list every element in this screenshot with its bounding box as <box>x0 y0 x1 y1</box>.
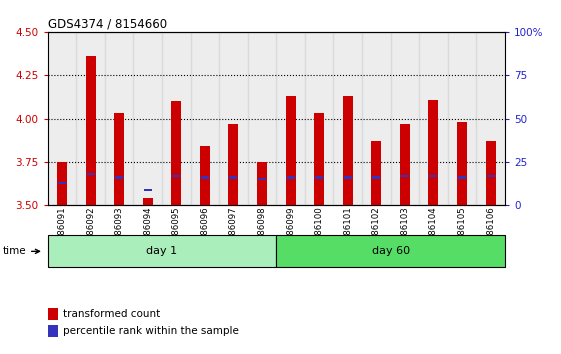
Bar <box>276 32 305 205</box>
Bar <box>142 198 153 205</box>
Bar <box>286 96 296 205</box>
Bar <box>248 32 276 205</box>
Bar <box>258 178 266 181</box>
Bar <box>115 176 123 179</box>
Bar <box>48 32 76 205</box>
Bar <box>48 325 58 337</box>
Text: day 60: day 60 <box>371 246 410 256</box>
Bar <box>476 32 505 205</box>
Bar <box>400 124 410 205</box>
Bar <box>105 32 134 205</box>
Bar <box>201 176 209 179</box>
Bar <box>419 32 448 205</box>
Bar <box>430 175 438 177</box>
Bar <box>229 176 237 179</box>
Bar <box>362 32 390 205</box>
Bar <box>458 176 466 179</box>
Bar <box>171 101 181 205</box>
Bar <box>371 141 381 205</box>
Bar <box>333 32 362 205</box>
Bar <box>228 124 238 205</box>
Bar <box>134 32 162 205</box>
Bar <box>114 113 124 205</box>
Bar <box>76 32 105 205</box>
Bar <box>200 146 210 205</box>
Bar <box>314 113 324 205</box>
Bar <box>58 182 66 184</box>
Text: day 1: day 1 <box>146 246 177 256</box>
Bar <box>373 176 380 179</box>
Bar <box>57 162 67 205</box>
Bar <box>48 235 276 267</box>
Bar <box>48 308 58 320</box>
Bar <box>390 32 419 205</box>
Bar <box>86 173 95 175</box>
Bar <box>401 175 409 177</box>
Bar <box>219 32 248 205</box>
Text: transformed count: transformed count <box>63 309 160 319</box>
Bar <box>448 32 476 205</box>
Bar <box>344 176 352 179</box>
Bar <box>287 176 295 179</box>
Bar <box>429 99 439 205</box>
Bar <box>486 175 495 177</box>
Text: GDS4374 / 8154660: GDS4374 / 8154660 <box>48 17 167 30</box>
Bar <box>343 96 353 205</box>
Bar <box>457 122 467 205</box>
Bar <box>305 32 333 205</box>
Bar <box>486 141 495 205</box>
Text: percentile rank within the sample: percentile rank within the sample <box>63 326 239 336</box>
Bar <box>191 32 219 205</box>
Bar <box>144 189 151 191</box>
Bar <box>85 56 95 205</box>
Bar <box>172 175 180 177</box>
Bar <box>315 176 323 179</box>
Bar <box>162 32 191 205</box>
Bar <box>276 235 505 267</box>
Text: time: time <box>2 246 39 256</box>
Bar <box>257 162 267 205</box>
